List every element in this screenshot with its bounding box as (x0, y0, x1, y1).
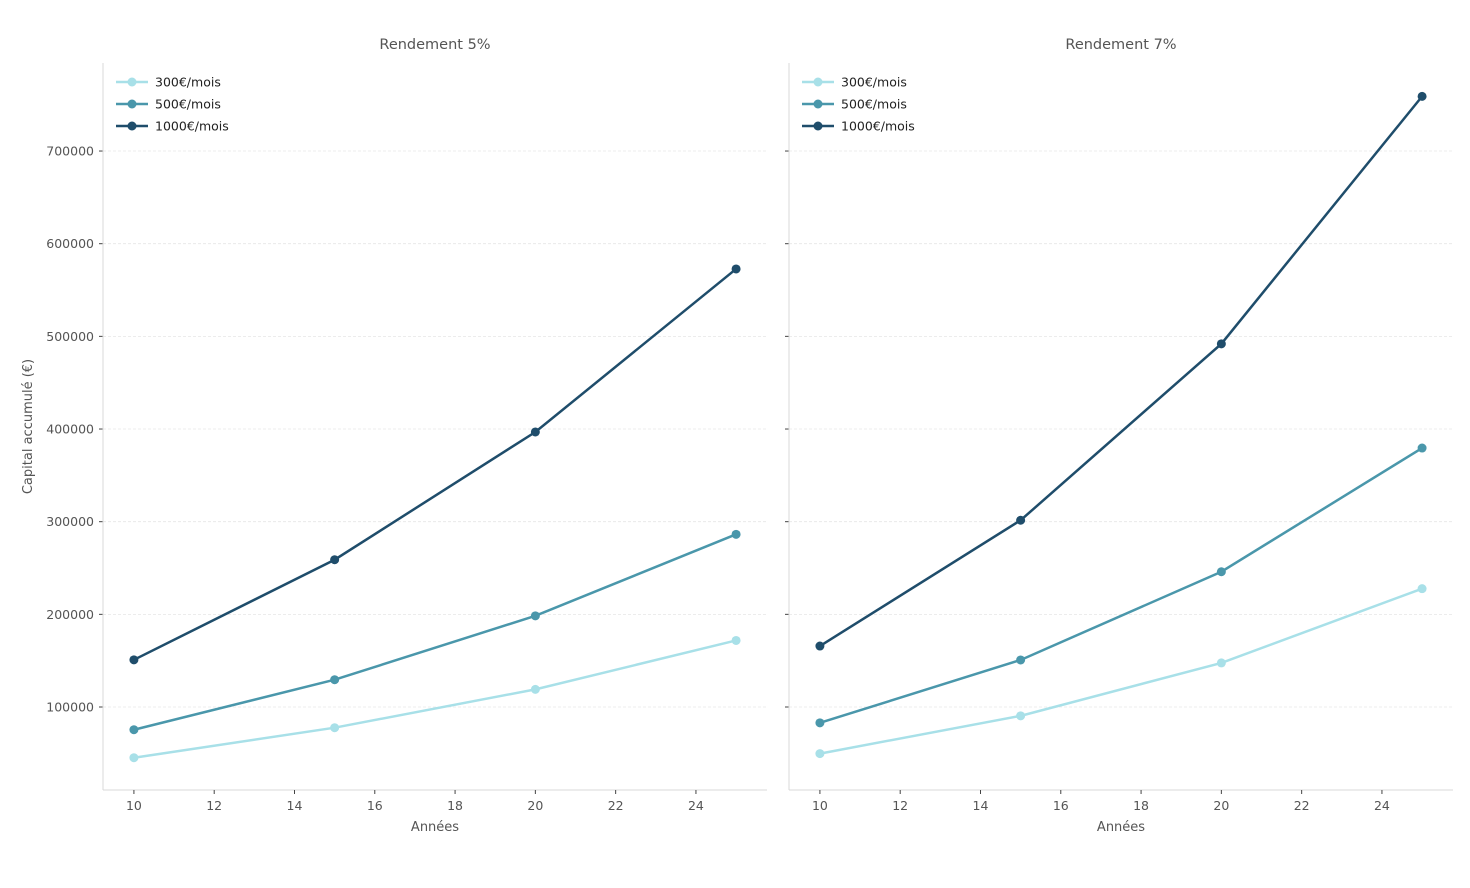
data-point (330, 555, 340, 565)
data-point (815, 749, 825, 759)
data-point (1016, 711, 1026, 721)
x-tick-label: 16 (367, 798, 383, 813)
y-tick-label: 600000 (46, 236, 94, 251)
legend-marker (813, 77, 823, 87)
subplot-title: Rendement 5% (379, 37, 490, 53)
data-point (530, 684, 540, 694)
x-tick-label: 22 (1294, 798, 1310, 813)
data-point (1417, 443, 1427, 453)
x-tick-label: 12 (892, 798, 908, 813)
y-tick-label: 300000 (46, 514, 94, 529)
x-tick-label: 14 (287, 798, 303, 813)
x-tick-label: 20 (527, 798, 543, 813)
x-tick-label: 24 (688, 798, 704, 813)
data-point (731, 635, 741, 645)
data-point (1417, 584, 1427, 594)
y-axis-label: Capital accumulé (€) (21, 359, 36, 494)
series-1 (815, 584, 1427, 759)
x-tick-label: 24 (1374, 798, 1390, 813)
series-2 (129, 529, 741, 735)
legend-marker (127, 121, 137, 131)
data-point (1216, 339, 1226, 349)
legend-marker (813, 99, 823, 109)
y-tick-label: 400000 (46, 422, 94, 437)
series-line (133, 267, 737, 661)
subplot-title: Rendement 7% (1065, 37, 1176, 53)
x-tick-label: 12 (206, 798, 222, 813)
x-tick-label: 10 (812, 798, 828, 813)
series-line (133, 639, 737, 759)
y-tick-label: 500000 (46, 329, 94, 344)
data-point (330, 723, 340, 733)
data-point (815, 641, 825, 651)
data-point (1016, 655, 1026, 665)
y-tick-label: 100000 (46, 700, 94, 715)
legend-label: 500€/mois (155, 97, 221, 112)
data-point (1417, 91, 1427, 101)
data-point (815, 718, 825, 728)
data-point (129, 655, 139, 665)
series-line (819, 95, 1424, 648)
legend-marker (127, 99, 137, 109)
data-point (1216, 658, 1226, 668)
series-3 (129, 264, 741, 665)
x-tick-label: 14 (973, 798, 989, 813)
x-tick-label: 18 (447, 798, 463, 813)
series-3 (815, 91, 1427, 651)
x-tick-label: 20 (1213, 798, 1229, 813)
x-axis-label: Années (411, 820, 459, 835)
x-axis-label: Années (1097, 820, 1145, 835)
x-tick-label: 18 (1133, 798, 1149, 813)
data-point (731, 529, 741, 539)
legend-label: 1000€/mois (155, 119, 229, 134)
legend-label: 1000€/mois (841, 119, 915, 134)
series-line (133, 533, 737, 731)
data-point (530, 611, 540, 621)
legend-label: 500€/mois (841, 97, 907, 112)
series-1 (129, 635, 741, 763)
series-line (819, 587, 1423, 755)
data-point (330, 675, 340, 685)
subplot-1: 100000 200000 300000 400000 500000 600000 7000… (21, 37, 767, 835)
data-point (1216, 567, 1226, 577)
y-tick-label: 700000 (46, 144, 94, 159)
x-tick-label: 22 (608, 798, 624, 813)
series-line (819, 446, 1423, 725)
data-point (731, 264, 741, 274)
subplot-2: 10 12 14 16 18 20 22 24 Rendement 7% Années 300€/m… (785, 37, 1453, 835)
series-2 (815, 443, 1427, 728)
data-point (129, 753, 139, 763)
legend-marker (127, 77, 137, 87)
data-point (129, 725, 139, 735)
legend-label: 300€/mois (841, 75, 907, 90)
data-point (1016, 515, 1026, 525)
y-tick-label: 200000 (46, 607, 94, 622)
x-tick-label: 16 (1053, 798, 1069, 813)
data-point (530, 427, 540, 437)
legend-label: 300€/mois (155, 75, 221, 90)
x-tick-label: 10 (126, 798, 142, 813)
legend-marker (813, 121, 823, 131)
